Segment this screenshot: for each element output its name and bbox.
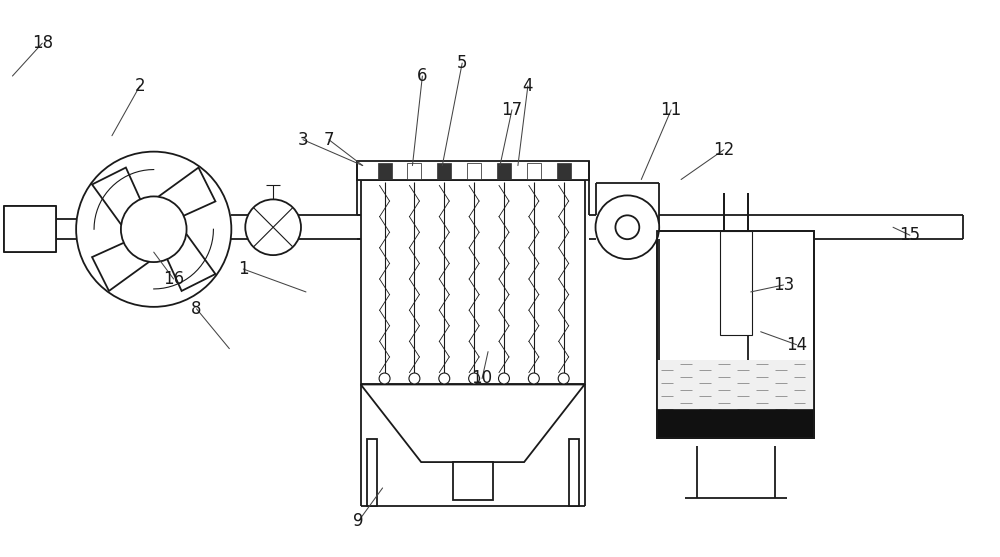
Bar (453, 462, 493, 500)
Circle shape (528, 373, 539, 384)
Circle shape (615, 216, 639, 239)
Bar (657, 231, 814, 438)
Circle shape (245, 199, 301, 255)
Text: 18: 18 (32, 34, 53, 52)
Bar (657, 360, 814, 409)
Circle shape (76, 152, 231, 307)
Polygon shape (154, 168, 215, 229)
Text: 15: 15 (899, 226, 921, 244)
Text: 16: 16 (163, 270, 184, 288)
Polygon shape (154, 229, 215, 291)
Bar (378, 163, 392, 178)
Bar (720, 231, 752, 335)
Text: 8: 8 (191, 300, 202, 318)
Text: 1: 1 (238, 260, 249, 278)
Bar (4, 206, 56, 252)
Circle shape (409, 373, 420, 384)
Text: 9: 9 (353, 512, 364, 530)
Bar (467, 163, 481, 178)
Bar (657, 231, 814, 438)
Bar (437, 163, 451, 178)
Text: 11: 11 (661, 101, 682, 119)
Circle shape (379, 373, 390, 384)
Circle shape (439, 373, 450, 384)
Bar (527, 163, 541, 178)
Text: 17: 17 (501, 101, 523, 119)
Circle shape (558, 373, 569, 384)
Circle shape (499, 373, 509, 384)
Text: 7: 7 (324, 131, 334, 149)
Bar (569, 439, 579, 506)
Polygon shape (92, 168, 154, 229)
Bar (361, 180, 585, 384)
Circle shape (596, 196, 659, 259)
Text: 5: 5 (457, 54, 467, 72)
Text: 3: 3 (298, 131, 308, 149)
Polygon shape (361, 384, 585, 462)
Bar (407, 163, 421, 178)
Circle shape (121, 197, 187, 262)
Polygon shape (92, 229, 154, 291)
Text: 14: 14 (786, 336, 807, 354)
Text: 6: 6 (417, 67, 428, 85)
Text: 10: 10 (472, 369, 493, 388)
Bar (557, 163, 571, 178)
Circle shape (469, 373, 480, 384)
Text: 12: 12 (713, 141, 735, 159)
Bar (497, 163, 511, 178)
Text: 4: 4 (523, 77, 533, 95)
Bar (657, 409, 814, 438)
Bar (357, 160, 589, 180)
Bar (367, 439, 377, 506)
Text: 13: 13 (773, 276, 794, 294)
Text: 2: 2 (134, 77, 145, 95)
